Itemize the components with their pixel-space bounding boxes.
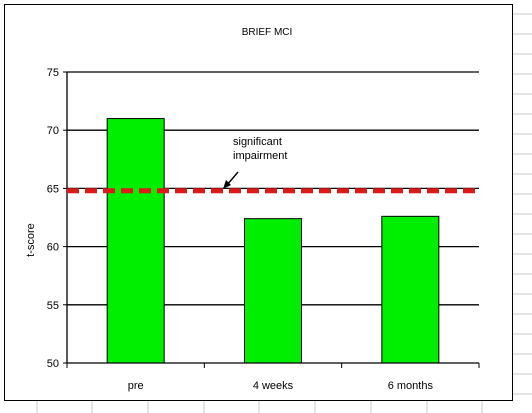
bars — [106, 118, 440, 364]
x-tick-labels: pre 4 weeks 6 months — [128, 380, 434, 392]
x-tick-label: 6 months — [388, 380, 434, 392]
bar — [381, 215, 440, 364]
bar — [244, 218, 302, 364]
axes — [63, 71, 480, 368]
bar-chart: BRIEF MCI t-score 50 55 60 65 70 75 pre 4 week… — [25, 27, 480, 392]
y-tick-label: 65 — [47, 183, 59, 195]
y-tick-label: 75 — [47, 67, 59, 79]
x-tick-label: pre — [128, 380, 144, 392]
chart-title: BRIEF MCI — [242, 27, 293, 38]
spreadsheet-gridlines — [36, 13, 532, 413]
annotation-arrow-head — [223, 180, 231, 189]
y-tick-labels: 50 55 60 65 70 75 — [47, 67, 59, 370]
bar — [106, 118, 165, 364]
y-tick-label: 60 — [47, 242, 59, 254]
chart-area[interactable]: BRIEF MCI t-score 50 55 60 65 70 75 pre 4 week… — [4, 4, 513, 401]
y-tick-label: 50 — [47, 358, 59, 370]
annotation-label-line: significant — [233, 136, 282, 148]
y-tick-label: 70 — [47, 125, 59, 137]
y-tick-label: 55 — [47, 300, 59, 312]
x-tick-label: 4 weeks — [253, 380, 294, 392]
y-axis-label: t-score — [25, 223, 37, 257]
significant-impairment-annotation: significant impairment — [223, 136, 287, 189]
annotation-label-line: impairment — [233, 150, 287, 162]
